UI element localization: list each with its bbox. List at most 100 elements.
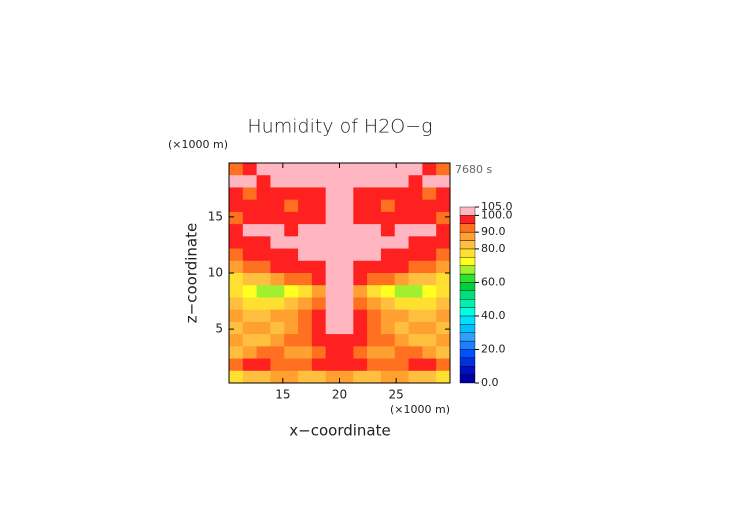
- contour-cell: [353, 309, 368, 323]
- contour-cell: [394, 285, 410, 298]
- contour-cell: [242, 187, 258, 201]
- colorbar-band: [459, 223, 476, 233]
- contour-cell: [229, 297, 244, 311]
- contour-cell: [325, 370, 340, 384]
- contour-cell: [229, 224, 244, 237]
- contour-cell: [325, 236, 340, 250]
- contour-cell: [325, 309, 340, 323]
- contour-cell: [353, 297, 368, 311]
- colorbar-band: [459, 257, 476, 266]
- contour-cell: [311, 211, 327, 225]
- contour-cell: [229, 309, 244, 323]
- contour-cell: [325, 358, 340, 372]
- contour-cell: [256, 248, 271, 262]
- contour-cell: [408, 309, 423, 323]
- contour-cell: [229, 187, 244, 201]
- contour-cell: [325, 163, 340, 176]
- y-unit: (×1000 m): [168, 138, 228, 151]
- contour-cell: [339, 187, 354, 201]
- contour-cell: [422, 260, 437, 274]
- contour-cell: [256, 273, 271, 286]
- contour-cell: [242, 163, 258, 176]
- contour-cell: [380, 309, 396, 323]
- contour-cell: [242, 309, 258, 323]
- contour-cell: [229, 163, 244, 176]
- contour-cell: [408, 370, 423, 384]
- contour-cell: [229, 199, 244, 213]
- contour-cell: [270, 334, 285, 347]
- contour-cell: [339, 309, 354, 323]
- contour-cell: [311, 273, 327, 286]
- contour-cell: [353, 358, 368, 372]
- contour-cell: [311, 260, 327, 274]
- contour-cell: [380, 163, 396, 176]
- contour-cell: [311, 334, 327, 347]
- contour-cell: [436, 321, 451, 335]
- contour-cell: [242, 260, 258, 274]
- contour-cell: [339, 224, 354, 237]
- contour-cell: [353, 248, 368, 262]
- contour-cell: [311, 297, 327, 311]
- contour-cell: [284, 248, 299, 262]
- contour-cell: [422, 309, 437, 323]
- colorbar-band: [459, 298, 476, 308]
- contour-cell: [311, 248, 327, 262]
- contour-cell: [394, 199, 410, 213]
- contour-cell: [353, 273, 368, 286]
- contour-cell: [408, 297, 423, 311]
- contour-cell: [229, 248, 244, 262]
- contour-cell: [229, 273, 244, 286]
- contour-cell: [339, 163, 354, 176]
- y-tick-label: 10: [208, 266, 223, 280]
- contour-cell: [408, 236, 423, 250]
- contour-cell: [422, 285, 437, 298]
- contour-cell: [380, 321, 396, 335]
- contour-cell: [229, 211, 244, 225]
- contour-cell: [284, 285, 299, 298]
- contour-cell: [256, 236, 271, 250]
- contour-cell: [270, 175, 285, 188]
- contour-cell: [394, 370, 410, 384]
- contour-cell: [284, 236, 299, 250]
- contour-cell: [242, 273, 258, 286]
- contour-cell: [394, 321, 410, 335]
- contour-cell: [325, 273, 340, 286]
- contour-cell: [284, 273, 299, 286]
- contour-cell: [422, 175, 437, 188]
- contour-cell: [436, 346, 451, 360]
- contour-cell: [256, 334, 271, 347]
- colorbar-tick-label: 0.0: [481, 376, 499, 389]
- contour-cell: [325, 199, 340, 213]
- contour-cell: [380, 248, 396, 262]
- contour-cell: [339, 346, 354, 360]
- contour-cell: [256, 358, 271, 372]
- contour-cell: [229, 370, 244, 384]
- contour-cell: [367, 309, 382, 323]
- colorbar-band: [459, 215, 476, 224]
- contour-cell: [422, 163, 437, 176]
- colorbar-tick-label: 20.0: [481, 342, 506, 355]
- contour-cell: [339, 358, 354, 372]
- contour-cell: [408, 163, 423, 176]
- contour-cell: [422, 236, 437, 250]
- contour-cell: [408, 248, 423, 262]
- contour-cell: [380, 297, 396, 311]
- contour-cell: [353, 163, 368, 176]
- contour-cell: [367, 321, 382, 335]
- contour-cell: [229, 175, 244, 188]
- colorbar-tick-label: 80.0: [481, 242, 506, 255]
- contour-cell: [380, 358, 396, 372]
- contour-cell: [270, 273, 285, 286]
- contour-cell: [284, 199, 299, 213]
- colorbar-band: [459, 374, 476, 384]
- contour-cell: [256, 199, 271, 213]
- contour-cell: [339, 175, 354, 188]
- contour-cell: [436, 248, 451, 262]
- contour-cell: [256, 297, 271, 311]
- contour-cell: [298, 260, 313, 274]
- contour-cell: [380, 334, 396, 347]
- contour-cell: [394, 309, 410, 323]
- contour-cell: [436, 370, 451, 384]
- contour-cell: [380, 346, 396, 360]
- contour-cell: [339, 273, 354, 286]
